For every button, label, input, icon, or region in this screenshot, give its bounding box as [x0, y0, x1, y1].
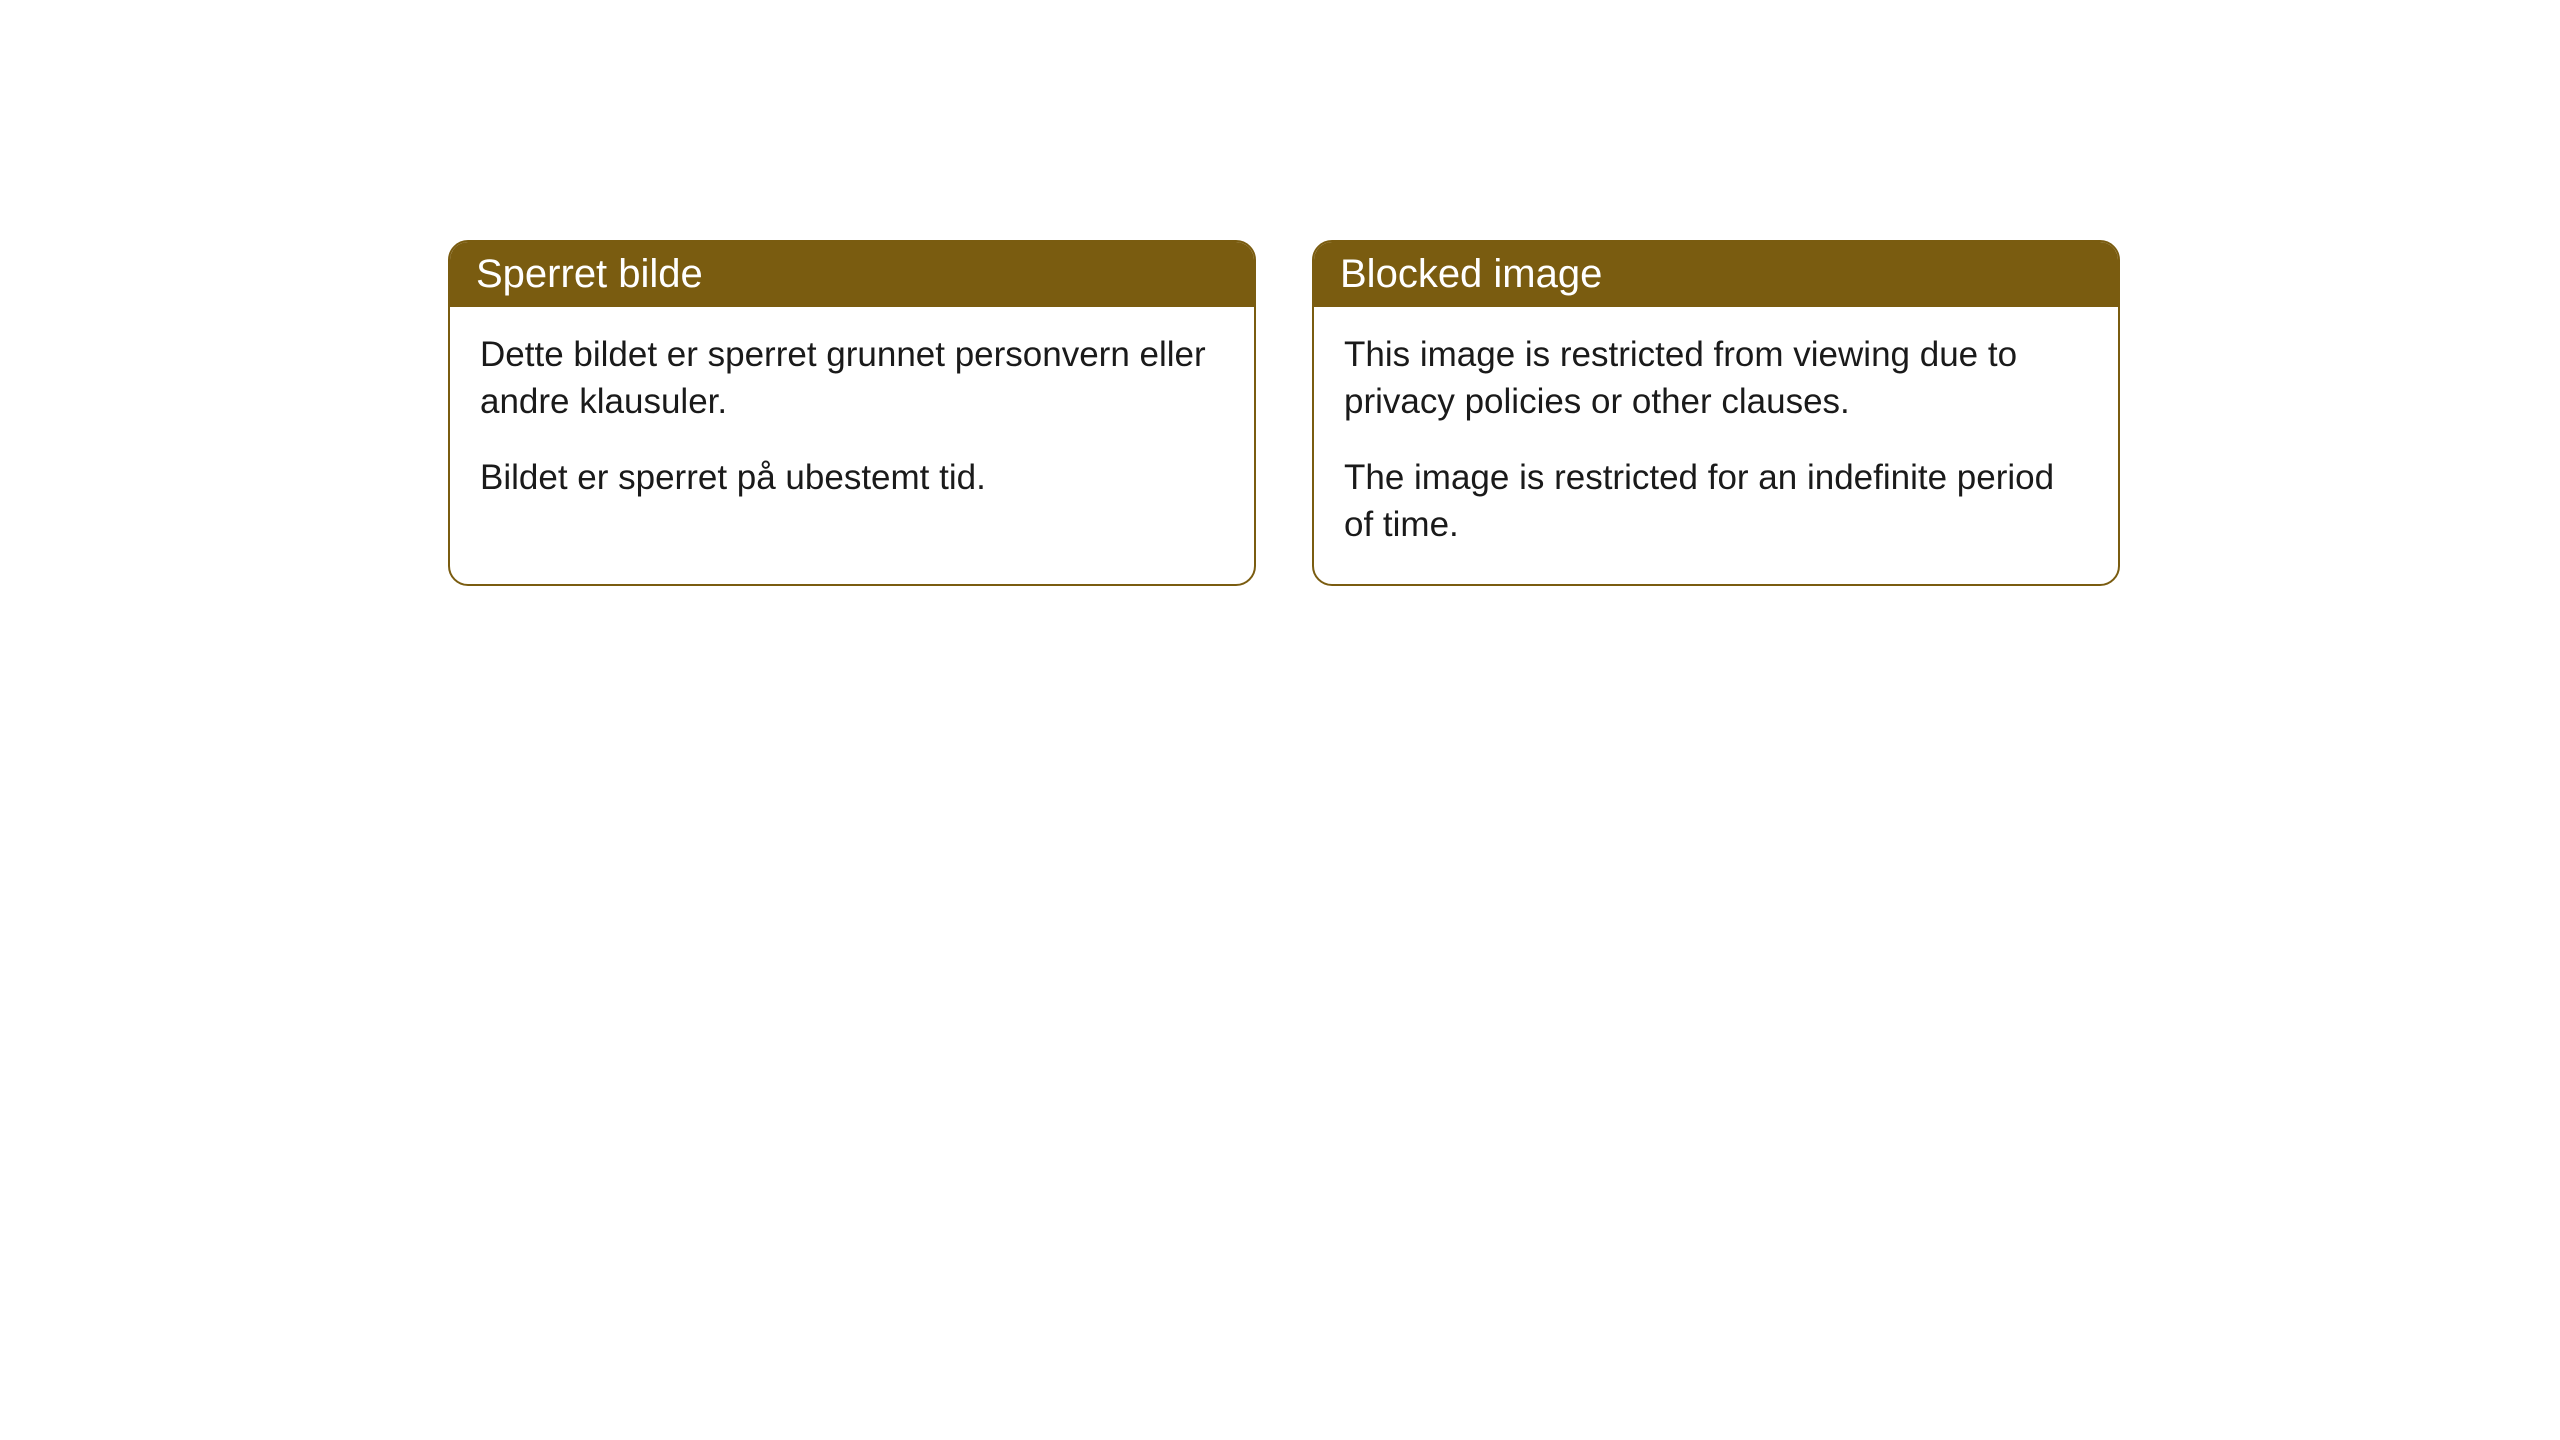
cards-container: Sperret bilde Dette bildet er sperret gr…: [448, 240, 2560, 586]
card-english: Blocked image This image is restricted f…: [1312, 240, 2120, 586]
card-paragraph-1: Dette bildet er sperret grunnet personve…: [480, 331, 1224, 426]
card-paragraph-1: This image is restricted from viewing du…: [1344, 331, 2088, 426]
card-body-english: This image is restricted from viewing du…: [1314, 307, 2118, 584]
card-header-norwegian: Sperret bilde: [450, 242, 1254, 307]
card-body-norwegian: Dette bildet er sperret grunnet personve…: [450, 307, 1254, 537]
card-paragraph-2: The image is restricted for an indefinit…: [1344, 454, 2088, 549]
card-paragraph-2: Bildet er sperret på ubestemt tid.: [480, 454, 1224, 501]
card-norwegian: Sperret bilde Dette bildet er sperret gr…: [448, 240, 1256, 586]
card-header-english: Blocked image: [1314, 242, 2118, 307]
